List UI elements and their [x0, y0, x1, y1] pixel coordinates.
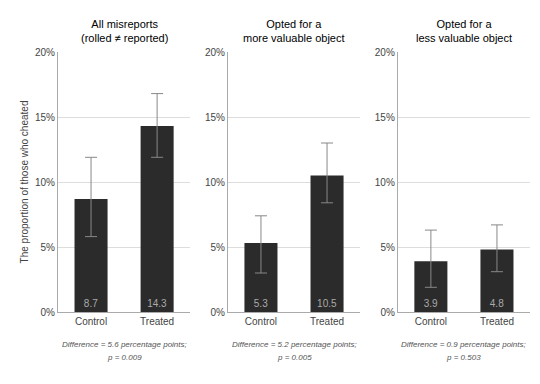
svg-text:0%: 0%	[41, 307, 56, 318]
svg-text:4.8: 4.8	[490, 298, 504, 309]
svg-text:Treated: Treated	[140, 316, 174, 327]
svg-text:All misreports(rolled ≠ report: All misreports(rolled ≠ reported)	[81, 18, 168, 44]
svg-text:10%: 10%	[375, 177, 395, 188]
svg-text:Control: Control	[245, 316, 277, 327]
svg-text:5.3: 5.3	[254, 298, 268, 309]
svg-text:14.3: 14.3	[147, 298, 167, 309]
svg-text:p = 0.009: p = 0.009	[107, 353, 142, 362]
svg-text:20%: 20%	[205, 47, 225, 58]
svg-text:Difference = 5.2 percentage po: Difference = 5.2 percentage points;	[232, 340, 357, 349]
svg-text:10.5: 10.5	[317, 298, 337, 309]
svg-text:5%: 5%	[41, 242, 56, 253]
svg-text:5%: 5%	[380, 242, 395, 253]
svg-text:Control: Control	[75, 316, 107, 327]
svg-text:Opted for amore valuable objec: Opted for amore valuable object	[243, 18, 345, 44]
svg-text:15%: 15%	[35, 112, 55, 123]
svg-text:Control: Control	[415, 316, 447, 327]
svg-text:3.9: 3.9	[424, 298, 438, 309]
svg-text:20%: 20%	[375, 47, 395, 58]
svg-text:10%: 10%	[205, 177, 225, 188]
svg-text:10%: 10%	[35, 177, 55, 188]
svg-text:15%: 15%	[375, 112, 395, 123]
svg-text:15%: 15%	[205, 112, 225, 123]
svg-text:8.7: 8.7	[84, 298, 98, 309]
svg-text:Difference = 5.6 percentage po: Difference = 5.6 percentage points;	[62, 340, 187, 349]
svg-text:Treated: Treated	[310, 316, 344, 327]
svg-text:The proportion of those who ch: The proportion of those who cheated	[19, 101, 30, 264]
svg-text:Opted for aless valuable objec: Opted for aless valuable object	[416, 18, 512, 44]
svg-text:5%: 5%	[210, 242, 225, 253]
svg-text:p = 0.005: p = 0.005	[277, 353, 312, 362]
svg-text:Difference = 0.9 percentage po: Difference = 0.9 percentage points;	[401, 340, 526, 349]
svg-text:Treated: Treated	[480, 316, 514, 327]
svg-text:0%: 0%	[210, 307, 225, 318]
svg-text:20%: 20%	[35, 47, 55, 58]
svg-text:0%: 0%	[380, 307, 395, 318]
svg-text:p = 0.503: p = 0.503	[446, 353, 481, 362]
